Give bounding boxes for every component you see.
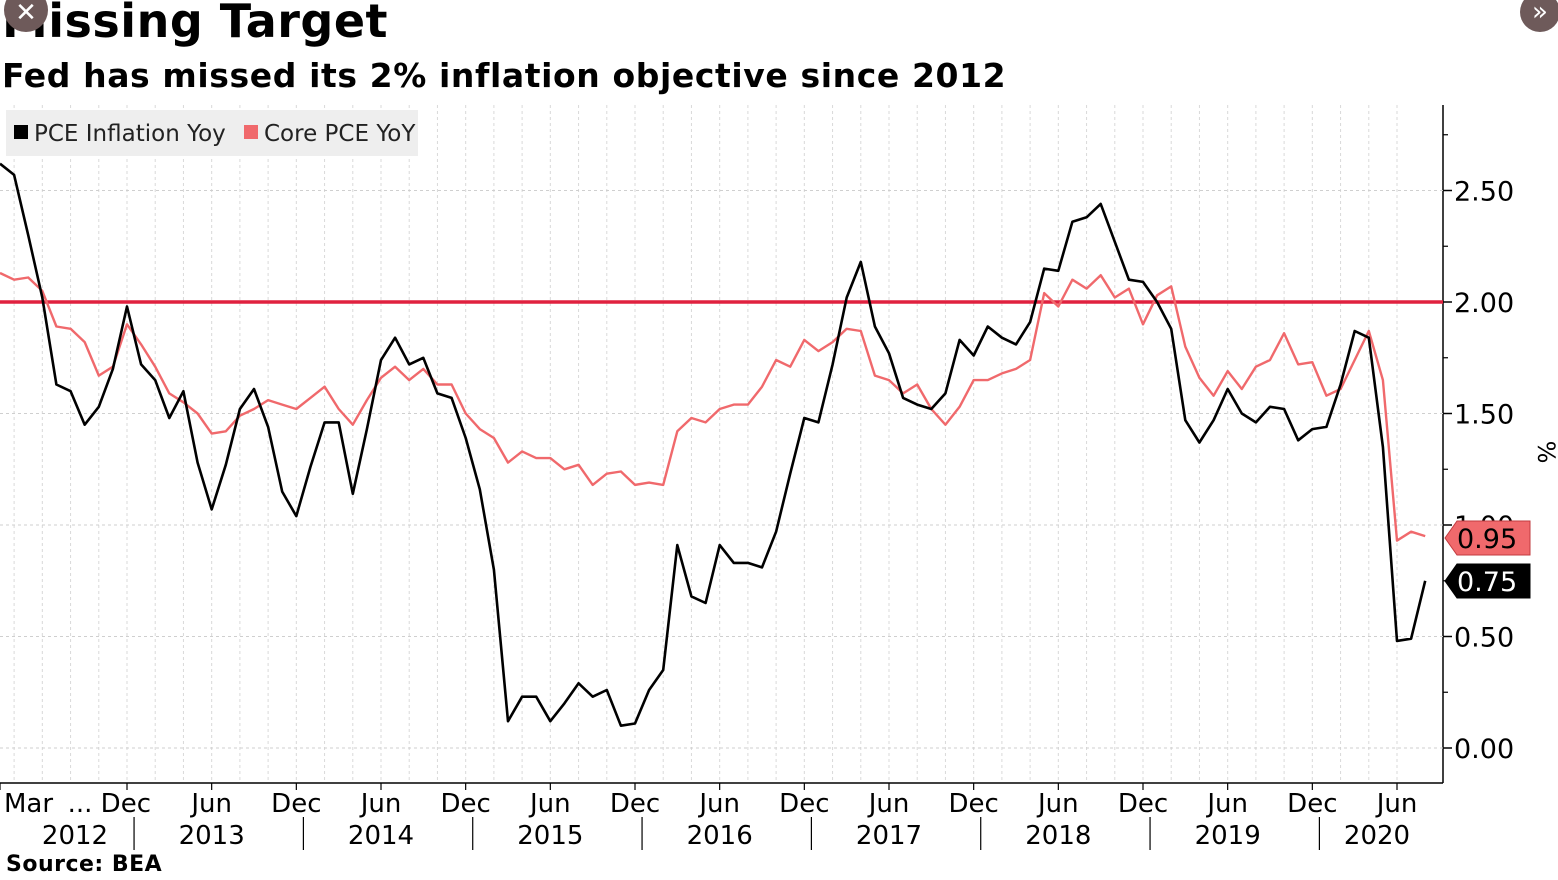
y-axis: 0.000.501.001.502.002.50% — [1443, 134, 1558, 765]
x-tick-year-label: 2020 — [1344, 821, 1410, 851]
x-tick-month-label: Dec — [1118, 789, 1168, 819]
plot-background — [0, 105, 1444, 784]
x-tick-year-label: 2014 — [348, 821, 414, 851]
double-chevron-right-icon[interactable]: » — [1520, 0, 1558, 32]
x-tick-month-label: Jun — [1375, 789, 1418, 819]
legend-swatch — [14, 125, 28, 139]
x-tick-month-label: Jun — [1036, 789, 1079, 819]
chart-subtitle: Fed has missed its 2% inflation objectiv… — [2, 56, 1007, 95]
core-pce-last-value-box — [1444, 520, 1531, 556]
legend: PCE Inflation Yoy Core PCE YoY — [6, 110, 418, 156]
pce-inflation-last-value-box — [1444, 563, 1531, 599]
horizontal-gridlines — [0, 190, 1443, 749]
x-tick-month-label: Dec — [1287, 789, 1337, 819]
y-tick-label: 0.50 — [1454, 623, 1514, 654]
x-tick-month-label: Jun — [1205, 789, 1248, 819]
x-tick-year-label: 2015 — [517, 821, 583, 851]
x-tick-month-label: Dec — [441, 789, 491, 819]
legend-swatch — [244, 125, 258, 139]
x-tick-month-label: Dec — [610, 789, 660, 819]
legend-label: Core PCE YoY — [264, 121, 416, 147]
core-pce-last-value: 0.95 — [1457, 524, 1517, 555]
legend-label: PCE Inflation Yoy — [34, 121, 226, 147]
series-lines — [0, 162, 1427, 728]
last-value-labels: 0.95 0.75 — [1444, 520, 1531, 599]
vertical-gridlines — [13, 105, 1398, 783]
x-tick-month-label: Dec — [271, 789, 321, 819]
x-tick-month-label: Dec — [949, 789, 999, 819]
y-tick-label: 2.50 — [1454, 177, 1514, 208]
source-note: Source: BEA — [6, 852, 163, 877]
x-tick-month-label: Jun — [867, 789, 910, 819]
x-tick-year-label: 2017 — [856, 821, 922, 851]
legend-background — [6, 110, 418, 156]
x-tick-month-label: Dec — [779, 789, 829, 819]
y-axis-label: % — [1532, 441, 1558, 464]
x-tick-month-label: Jun — [189, 789, 232, 819]
x-tick-month-label: ... Dec — [68, 789, 151, 819]
x-tick-year-label: 2016 — [687, 821, 753, 851]
x-tick-month-label: Jun — [359, 789, 402, 819]
x-tick-year-label: 2012 — [42, 821, 108, 851]
y-tick-label: 1.50 — [1454, 400, 1514, 431]
x-tick-month-label: Jun — [528, 789, 571, 819]
x-tick-year-label: 2019 — [1195, 821, 1261, 851]
chart-title: Missing Target — [2, 0, 389, 48]
x-tick-month-label: Mar — [4, 789, 53, 819]
x-tick-year-label: 2013 — [179, 821, 245, 851]
x-tick-year-label: 2018 — [1025, 821, 1091, 851]
x-tick-month-label: Jun — [697, 789, 740, 819]
y-tick-label: 2.00 — [1454, 288, 1514, 319]
pce-inflation-last-value: 0.75 — [1457, 567, 1517, 598]
pce-inflation-line — [0, 162, 1427, 728]
y-tick-label: 0.00 — [1454, 734, 1514, 765]
